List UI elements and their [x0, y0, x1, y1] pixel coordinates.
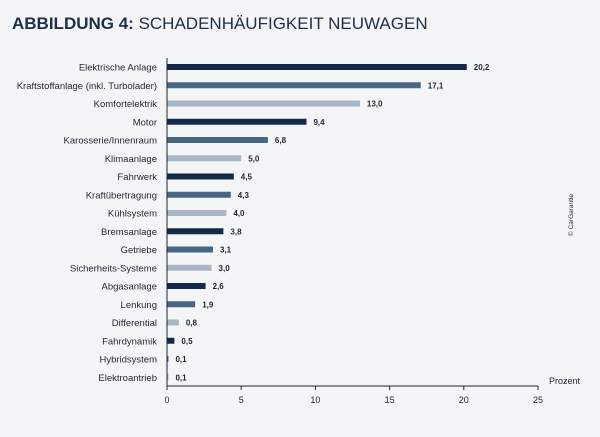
category-label: Abgasanlage [102, 282, 157, 293]
value-label: 0,1 [175, 373, 187, 382]
bar [167, 118, 307, 125]
chart-title-prefix: ABBILDUNG 4: [12, 14, 134, 33]
category-label: Sicherheits-Systeme [70, 263, 157, 274]
x-tick-label: 0 [164, 395, 169, 405]
category-label: Karosserie/Innenraum [64, 136, 158, 147]
value-label: 6,8 [275, 136, 287, 145]
value-label: 17,1 [428, 81, 444, 90]
value-label: 4,5 [241, 173, 253, 182]
value-label: 4,3 [238, 191, 250, 200]
category-label: Klimaanlage [105, 154, 157, 165]
value-label: 3,8 [230, 227, 242, 236]
bar [167, 301, 196, 308]
category-label: Bremsanlage [101, 227, 157, 238]
category-label: Elektroantrieb [98, 373, 157, 384]
credit-label: © CarGarantie [567, 194, 575, 236]
chart-title: ABBILDUNG 4: SCHADENHÄUFIGKEIT NEUWAGEN [12, 14, 428, 34]
value-label: 20,2 [474, 63, 490, 72]
bar [167, 356, 169, 362]
value-label: 9,4 [313, 118, 325, 127]
category-label: Getriebe [121, 245, 157, 256]
value-label: 0,1 [175, 355, 187, 364]
bar [167, 264, 212, 271]
x-tick-label: 10 [310, 395, 320, 405]
bar [167, 246, 214, 253]
category-label: Kraftstoffanlage (inkl. Turbolader) [17, 81, 157, 92]
x-tick-label: 20 [459, 395, 469, 405]
value-label: 3,0 [219, 264, 231, 273]
category-label: Hybridsystem [99, 355, 157, 366]
category-label: Fahrdynamik [102, 336, 157, 347]
bar [167, 319, 179, 326]
chart-title-text: SCHADENHÄUFIGKEIT NEUWAGEN [133, 14, 428, 33]
value-label: 0,8 [186, 319, 198, 328]
value-label: 2,6 [213, 282, 225, 291]
bar [167, 100, 360, 107]
value-label: 4,0 [233, 209, 245, 218]
value-label: 3,1 [220, 246, 232, 255]
x-axis-unit-label: Prozent [549, 376, 581, 386]
x-tick-label: 25 [533, 395, 543, 405]
bar [167, 155, 242, 162]
bar [167, 228, 224, 235]
value-label: 1,9 [202, 300, 214, 309]
bar [167, 64, 467, 70]
bar [167, 374, 169, 381]
bar [167, 137, 268, 143]
value-label: 5,0 [248, 154, 260, 163]
category-label: Kraftübertragung [86, 190, 157, 201]
value-label: 13,0 [367, 100, 383, 109]
bar [167, 191, 231, 198]
bar [167, 173, 234, 180]
bar [167, 82, 421, 89]
category-label: Motor [133, 117, 157, 128]
bars-layer: Elektrische Anlage 20,2 Kraftstoffanlage (… [17, 63, 490, 384]
category-label: Differential [112, 318, 157, 329]
ticks-layer: 0 5 10 15 20 25 [164, 386, 543, 405]
bar [167, 283, 206, 289]
category-label: Kühlsystem [108, 209, 157, 220]
bar [167, 337, 175, 344]
category-label: Fahrwerk [117, 172, 157, 183]
x-tick-label: 5 [239, 395, 244, 405]
category-label: Komfortelektrik [94, 99, 158, 110]
value-label: 0,5 [181, 337, 193, 346]
category-label: Lenkung [121, 300, 157, 311]
category-label: Elektrische Anlage [79, 63, 157, 74]
bar [167, 210, 227, 216]
x-tick-label: 15 [385, 395, 395, 405]
